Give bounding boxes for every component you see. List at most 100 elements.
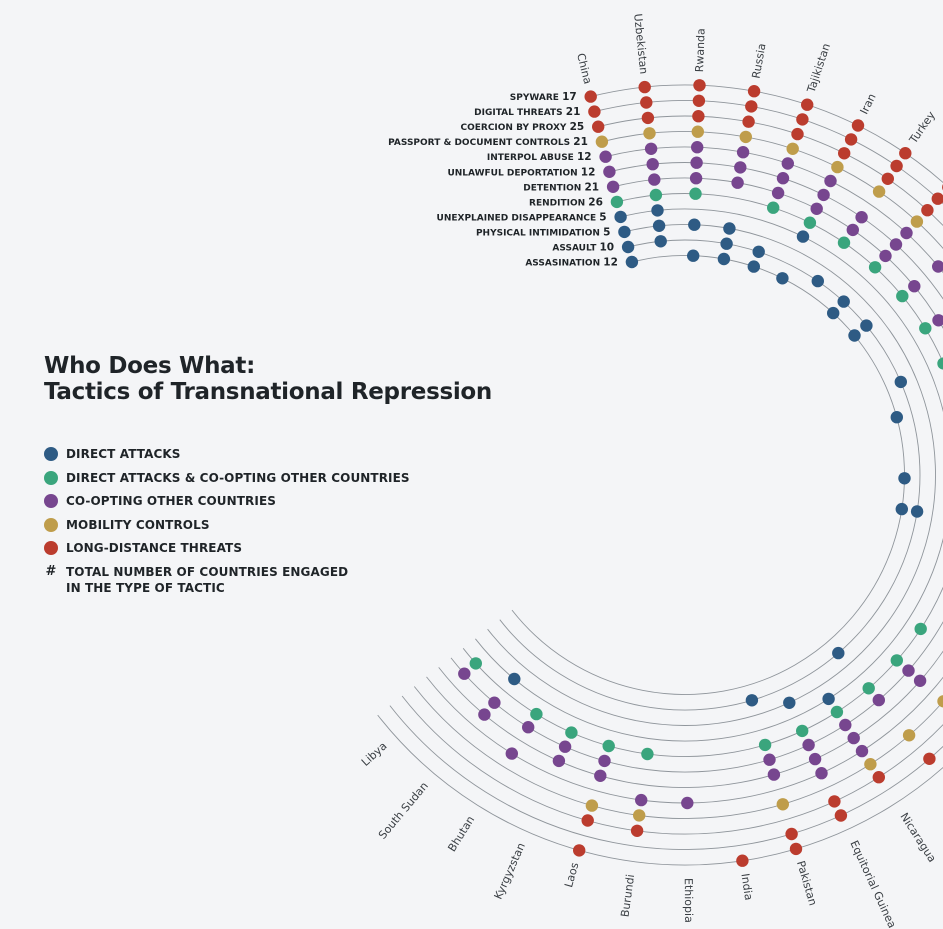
country-label-india: India xyxy=(738,873,755,902)
dot-south-sudan-unexplained-disappearance xyxy=(508,672,521,686)
dot-saudi-arabia-assault xyxy=(860,319,873,332)
tactic-name: SPYWARE xyxy=(510,93,562,103)
dot-burundi-rendition xyxy=(641,747,654,761)
country-label-tajikistan: Tajikistan xyxy=(804,42,833,95)
ring-unexplained-disappearance xyxy=(475,208,943,742)
dot-uzbekistan-spyware xyxy=(638,80,651,94)
tactic-count: 21 xyxy=(584,181,599,193)
tactic-count: 12 xyxy=(577,151,592,163)
tactic-name: ASSAULT xyxy=(552,244,599,254)
dot-equitorial-guinea-rendition xyxy=(796,724,809,738)
dot-rwanda-unlawful-deportation xyxy=(690,156,703,169)
dot-rwanda-assasination xyxy=(687,249,700,262)
dot-uzbekistan-coercion-by-proxy xyxy=(641,111,655,125)
title-line-2: Tactics of Transnational Repression xyxy=(44,379,493,405)
tactic-count: 25 xyxy=(570,121,585,133)
dot-rwanda-rendition xyxy=(689,187,702,200)
dot-rwanda-physical-intimidation xyxy=(688,218,701,231)
dot-russia-digital-threats xyxy=(745,100,758,113)
country-label-rwanda: Rwanda xyxy=(693,28,708,73)
dot-thailand-passport-and-document-controls xyxy=(910,215,924,228)
dot-thailand-assault xyxy=(837,295,850,308)
dot-russia-passport-and-document-controls xyxy=(739,130,752,144)
dot-turkey-rendition xyxy=(837,236,851,249)
tactic-count: 17 xyxy=(562,91,577,103)
ring-digital-threats xyxy=(389,100,943,850)
dot-equitorial-guinea-coercion-by-proxy xyxy=(828,795,841,808)
dot-saudi-arabia-rendition xyxy=(896,289,909,303)
country-label-ethiopia: Ethiopia xyxy=(682,878,695,923)
dot-iran-passport-and-document-controls xyxy=(831,160,844,174)
legend-label: TOTAL NUMBER OF COUNTRIES ENGAGED IN THE… xyxy=(66,564,349,595)
country-label-turkey: Turkey xyxy=(906,109,938,147)
dot-china-interpol-abuse xyxy=(599,150,612,163)
dot-iran-spyware xyxy=(851,119,865,132)
dot-iran-interpol-abuse xyxy=(824,174,837,188)
dot-iran-unexplained-disappearance xyxy=(796,230,810,243)
dot-thailand-rendition xyxy=(868,261,882,274)
dot-china-detention xyxy=(606,180,620,193)
dot-laos-passport-and-document-controls xyxy=(585,799,599,812)
tactic-label-digital-threats: DIGITAL THREATS 21 xyxy=(474,106,580,118)
dot-equitorial-guinea-interpol-abuse xyxy=(815,767,828,780)
country-label-equitorial-guinea: Equitorial Guinea xyxy=(847,838,898,929)
legend-swatch-direct-attacks xyxy=(44,447,58,461)
dot-china-unexplained-disappearance xyxy=(614,210,627,224)
dot-tajikistan-assasination xyxy=(747,260,760,273)
dot-ethiopia-interpol-abuse xyxy=(681,796,694,810)
country-label-kyrgyzstan: Kyrgyzstan xyxy=(492,841,528,901)
tactic-label-unlawful-deportation: UNLAWFUL DEPORTATION 12 xyxy=(447,166,595,178)
legend-item-direct-coopting: DIRECT ATTACKS & CO-OPTING OTHER COUNTRI… xyxy=(44,470,410,494)
dot-tajikistan-interpol-abuse xyxy=(781,157,794,170)
dot-russia-detention xyxy=(731,176,744,189)
dot-laos-unlawful-deportation xyxy=(594,769,607,782)
dot-russia-assasination xyxy=(717,252,731,266)
dot-south-sudan-detention xyxy=(488,696,501,709)
dot-bhutan-detention xyxy=(522,721,535,734)
tactic-name: PASSPORT & DOCUMENT CONTROLS xyxy=(388,138,573,148)
dot-china-rendition xyxy=(610,195,624,209)
ring-assault xyxy=(499,239,921,711)
dot-pakistan-assault xyxy=(745,694,759,707)
dot-thailand-detention xyxy=(879,249,892,263)
tactic-label-physical-intimidation: PHYSICAL INTIMIDATION 5 xyxy=(476,226,610,238)
legend-swatch-coopting xyxy=(44,494,58,508)
tactic-name: ASSASINATION xyxy=(525,259,603,269)
legend-item-total-count: # TOTAL NUMBER OF COUNTRIES ENGAGED IN T… xyxy=(44,564,410,596)
legend-swatch-long-distance-threats xyxy=(44,541,58,555)
dot-rwanda-passport-and-document-controls xyxy=(691,125,704,138)
tactic-label-spyware: SPYWARE 17 xyxy=(510,91,577,103)
country-label-pakistan: Pakistan xyxy=(794,859,820,907)
dot-uzbekistan-interpol-abuse xyxy=(644,142,658,155)
dot-tajikistan-digital-threats xyxy=(796,113,809,126)
tactic-label-coercion-by-proxy: COERCION BY PROXY 25 xyxy=(460,121,584,133)
ring-interpol-abuse xyxy=(426,146,943,804)
dot-russia-assault xyxy=(720,237,733,250)
dot-laos-rendition xyxy=(602,739,615,753)
dot-thailand-coercion-by-proxy xyxy=(921,204,934,217)
dot-uzbekistan-detention xyxy=(648,173,661,186)
dot-iran-assasination xyxy=(776,272,789,285)
dot-thailand-interpol-abuse xyxy=(900,226,913,240)
legend-item-long-distance-threats: LONG-DISTANCE THREATS xyxy=(44,540,410,564)
dot-sudan-digital-threats xyxy=(923,752,936,765)
dot-venezuela-rendition xyxy=(914,622,927,636)
tactic-labels: ASSASINATION 12 ASSAULT 10 PHYSICAL INTIMI… xyxy=(388,91,618,268)
dot-kyrgyzstan-rendition xyxy=(565,726,578,739)
dot-turkey-assault xyxy=(811,274,824,288)
tactic-label-passport-and-document-controls: PASSPORT & DOCUMENT CONTROLS 21 xyxy=(388,136,588,148)
ring-rendition xyxy=(462,193,943,757)
title-line-1: Who Does What: xyxy=(44,353,255,379)
dot-tajikistan-coercion-by-proxy xyxy=(791,127,804,141)
dot-uzbekistan-passport-and-document-controls xyxy=(643,127,656,140)
dot-uzbekistan-unexplained-disappearance xyxy=(651,204,664,217)
dot-pakistan-passport-and-document-controls xyxy=(776,798,789,811)
tactic-name: DIGITAL THREATS xyxy=(474,108,566,118)
dot-rwanda-detention xyxy=(689,172,703,185)
country-dots xyxy=(458,79,943,867)
dot-iran-unlawful-deportation xyxy=(817,188,830,202)
chart-title: Who Does What: Tactics of Transnational … xyxy=(44,353,492,405)
tactic-name: UNEXPLAINED DISAPPEARANCE xyxy=(437,213,600,223)
dot-equitorial-guinea-unlawful-deportation xyxy=(808,752,822,766)
